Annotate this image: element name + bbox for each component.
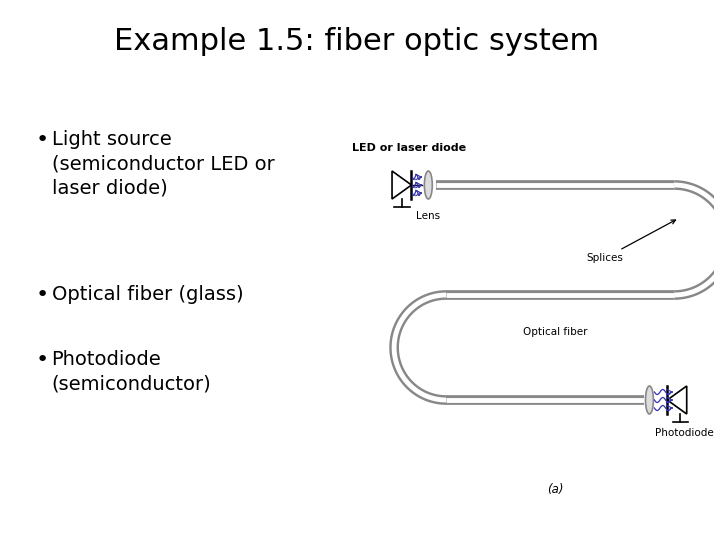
Text: Splices: Splices xyxy=(586,220,675,263)
Text: Light source
(semiconductor LED or
laser diode): Light source (semiconductor LED or laser… xyxy=(52,130,274,198)
Text: Photodiode: Photodiode xyxy=(654,428,714,438)
Text: (a): (a) xyxy=(547,483,564,496)
Text: •: • xyxy=(36,350,49,370)
Text: Photodiode
(semiconductor): Photodiode (semiconductor) xyxy=(52,350,211,393)
Text: Lens: Lens xyxy=(416,211,441,221)
Text: Optical fiber (glass): Optical fiber (glass) xyxy=(52,285,243,304)
Text: Optical fiber: Optical fiber xyxy=(523,327,588,337)
Text: Example 1.5: fiber optic system: Example 1.5: fiber optic system xyxy=(114,28,600,57)
Ellipse shape xyxy=(645,386,653,414)
Text: •: • xyxy=(36,130,49,150)
Ellipse shape xyxy=(424,171,432,199)
Text: •: • xyxy=(36,285,49,305)
Text: LED or laser diode: LED or laser diode xyxy=(352,143,467,153)
